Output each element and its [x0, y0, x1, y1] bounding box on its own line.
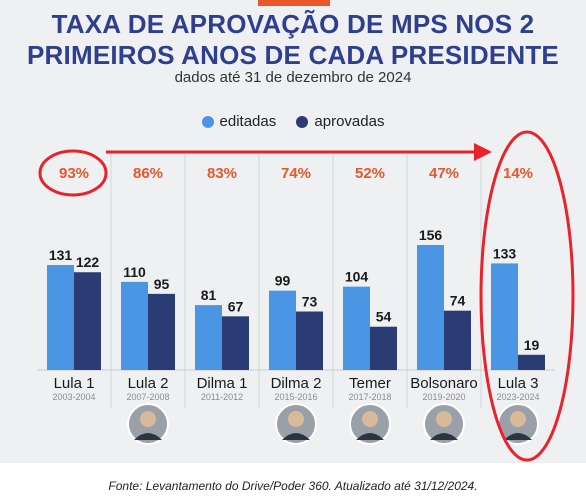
bar-aprovadas-dilma-1 [222, 316, 249, 370]
category-label-dilma-2: Dilma 2 [271, 375, 322, 392]
period-label-dilma-1: 2011-2012 [201, 392, 243, 402]
bar-aprovadas-dilma-2 [296, 311, 323, 370]
value-label-aprovadas-temer: 54 [376, 309, 392, 325]
bar-editadas-lula-1 [47, 265, 74, 370]
portrait-body [356, 433, 384, 440]
legend-item-editadas: editadas [201, 113, 277, 130]
category-label-temer: Temer [349, 375, 391, 392]
portrait-face [436, 411, 452, 427]
period-label-lula-1: 2003-2004 [52, 392, 95, 402]
value-label-aprovadas-lula-1: 122 [76, 254, 100, 270]
portrait-body [134, 433, 162, 440]
value-label-editadas-dilma-2: 99 [275, 273, 291, 289]
period-label-temer: 2017-2018 [348, 392, 391, 402]
value-label-aprovadas-lula-3: 19 [524, 337, 540, 353]
value-label-editadas-bolsonaro: 156 [419, 227, 443, 243]
period-label-bolsonaro: 2019-2020 [422, 392, 465, 402]
bar-editadas-lula-2 [121, 281, 148, 370]
category-label-lula-2: Lula 2 [128, 375, 169, 392]
value-label-aprovadas-dilma-2: 73 [302, 294, 318, 310]
bar-aprovadas-lula-2 [148, 293, 175, 370]
highlight-ellipse-lula3 [479, 130, 575, 462]
bar-aprovadas-temer [370, 326, 397, 370]
highlight-arrow-head [474, 143, 492, 161]
value-label-aprovadas-lula-2: 95 [154, 276, 170, 292]
bar-editadas-temer [343, 286, 370, 370]
approval-rate-dilma-2: 74% [281, 165, 311, 182]
value-label-aprovadas-dilma-1: 67 [228, 298, 244, 314]
value-label-editadas-lula-3: 133 [493, 245, 517, 261]
approval-rate-bolsonaro: 47% [429, 165, 459, 182]
portrait-face [510, 411, 526, 427]
category-label-lula-1: Lula 1 [54, 375, 95, 392]
legend-label-editadas: editadas [219, 113, 277, 130]
portrait-body [430, 433, 458, 440]
value-label-editadas-lula-2: 110 [123, 264, 146, 280]
top-accent-bar [258, 0, 330, 6]
portrait-body [282, 433, 310, 440]
approval-rate-lula-1: 93% [59, 165, 89, 182]
category-label-lula-3: Lula 3 [498, 375, 539, 392]
chart-title-line2: PRIMEIROS ANOS DE CADA PRESIDENTE [27, 40, 559, 70]
portrait-face [288, 411, 304, 427]
legend-item-aprovadas: aprovadas [296, 113, 384, 130]
chart-subtitle: dados até 31 de dezembro de 2024 [174, 69, 412, 86]
period-label-lula-3: 2023-2024 [496, 392, 539, 402]
legend: editadas aprovadas [0, 113, 586, 132]
bar-editadas-bolsonaro [417, 245, 444, 370]
approval-rate-dilma-1: 83% [207, 165, 237, 182]
category-label-dilma-1: Dilma 1 [197, 375, 248, 392]
bar-editadas-dilma-1 [195, 305, 222, 370]
portrait-body [504, 433, 532, 440]
bar-editadas-lula-3 [491, 263, 518, 370]
bar-aprovadas-lula-1 [74, 272, 101, 370]
bar-aprovadas-bolsonaro [444, 310, 471, 370]
value-label-editadas-lula-1: 131 [49, 247, 73, 263]
source-footnote: Fonte: Levantamento do Drive/Poder 360. … [108, 479, 478, 493]
category-label-bolsonaro: Bolsonaro [410, 375, 478, 392]
value-label-aprovadas-bolsonaro: 74 [450, 293, 466, 309]
period-label-dilma-2: 2015-2016 [274, 392, 317, 402]
highlight-circle-lula1 [38, 149, 108, 197]
bar-aprovadas-lula-3 [518, 354, 545, 370]
legend-swatch-editadas [201, 115, 214, 128]
period-label-lula-2: 2007-2008 [126, 392, 169, 402]
value-label-editadas-temer: 104 [345, 269, 369, 285]
approval-rate-temer: 52% [355, 165, 385, 182]
portrait-face [362, 411, 378, 427]
approval-rate-lula-2: 86% [133, 165, 163, 182]
portrait-face [140, 411, 156, 427]
bar-editadas-dilma-2 [269, 290, 296, 370]
value-label-editadas-dilma-1: 81 [201, 287, 217, 303]
legend-label-aprovadas: aprovadas [314, 113, 385, 130]
legend-swatch-aprovadas [296, 115, 309, 128]
chart-title-line1: TAXA DE APROVAÇÃO DE MPS NOS 2 [51, 9, 535, 39]
approval-rate-lula-3: 14% [503, 165, 533, 182]
